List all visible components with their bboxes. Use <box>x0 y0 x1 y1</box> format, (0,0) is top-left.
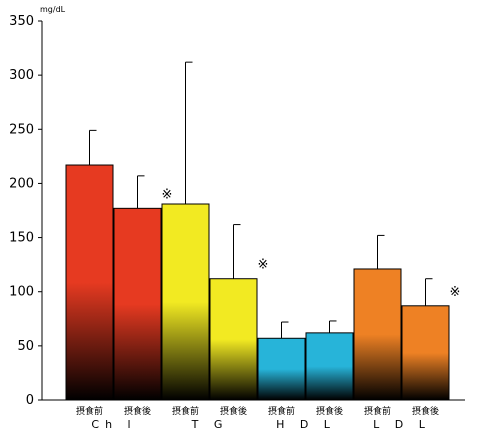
y-tick-label: 200 <box>9 176 34 191</box>
bar <box>305 332 354 401</box>
group-label: H D L <box>276 418 336 431</box>
y-tick-label: 250 <box>9 122 34 137</box>
bar-label: 摂食後 <box>220 405 247 417</box>
group-label: Ch l <box>91 418 136 431</box>
bar-label: 摂食前 <box>172 405 199 417</box>
bar <box>401 305 450 401</box>
y-tick-label: 350 <box>9 14 34 29</box>
bar <box>113 207 162 401</box>
bar <box>161 203 210 401</box>
y-tick-label: 150 <box>9 231 34 246</box>
significance-mark: ※ <box>258 258 269 273</box>
significance-mark: ※ <box>162 187 173 202</box>
y-tick-label: 100 <box>9 285 34 300</box>
bar-label: 摂食後 <box>316 405 343 417</box>
bar-label: 摂食前 <box>268 405 295 417</box>
group-label: L D L <box>373 418 431 431</box>
group-label: T G <box>191 418 229 431</box>
y-tick-label: 50 <box>17 339 34 354</box>
bar <box>65 164 114 401</box>
bar-label: 摂食後 <box>124 405 151 417</box>
y-tick-label: 300 <box>9 68 34 83</box>
bar-label: 摂食前 <box>76 405 103 417</box>
y-axis-unit: mg/dL <box>40 5 66 14</box>
y-tick-label: 0 <box>26 393 34 408</box>
bar <box>209 278 258 401</box>
bar <box>353 268 402 401</box>
bar-label: 摂食後 <box>412 405 439 417</box>
bar-label: 摂食前 <box>364 405 391 417</box>
significance-mark: ※ <box>450 285 461 300</box>
bar <box>257 337 306 401</box>
